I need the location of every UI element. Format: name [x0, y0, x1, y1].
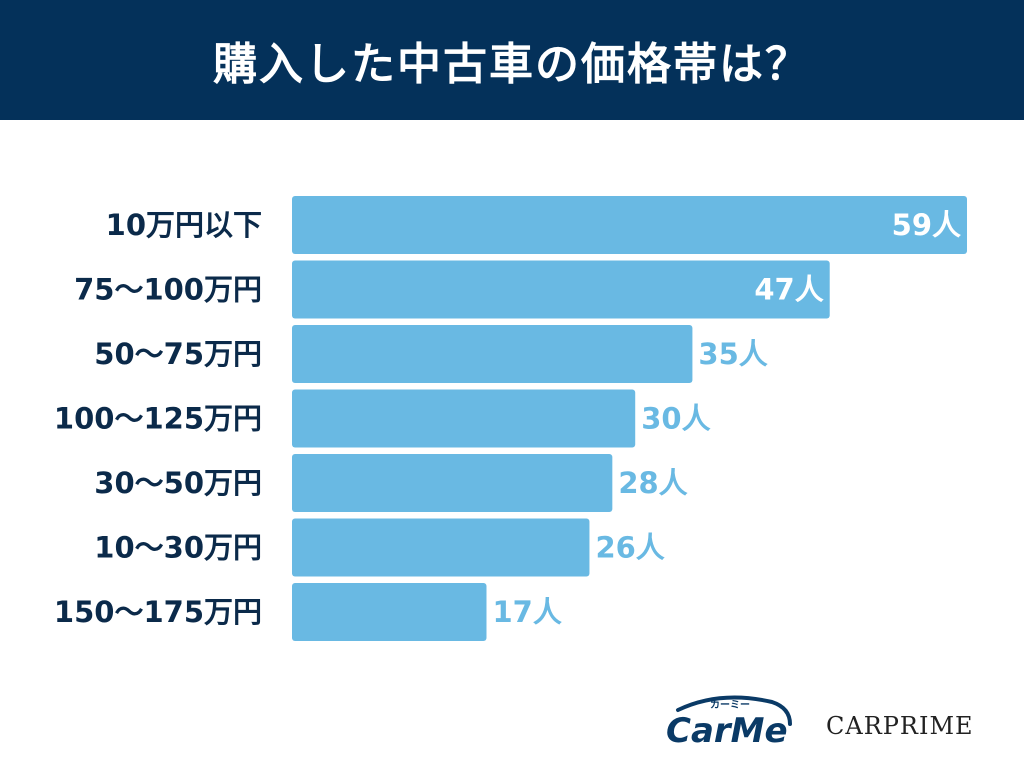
category-label-5: 10〜30万円	[94, 531, 262, 565]
category-label-4: 30〜50万円	[94, 466, 262, 500]
category-label-6: 150〜175万円	[54, 595, 262, 629]
value-label-4: 28人	[618, 466, 687, 500]
chart-title: 購入した中古車の価格帯は？	[213, 39, 811, 90]
category-label-3: 100〜125万円	[54, 402, 262, 436]
value-label-0: 59人	[892, 208, 961, 242]
carme-logo-text: CarMe	[666, 711, 788, 750]
carme-logo-kana: カーミー	[710, 699, 750, 711]
bar-2	[292, 325, 693, 383]
category-label-0: 10万円以下	[106, 208, 262, 242]
carme-logo: カーミー CarMe	[666, 695, 792, 750]
bar-3	[292, 389, 636, 448]
bar-4	[292, 454, 613, 512]
value-label-5: 26人	[595, 531, 664, 565]
bar-1	[292, 260, 830, 319]
value-label-3: 30人	[641, 402, 710, 436]
brand-logos: カーミー CarMe CARPRIME	[660, 690, 1000, 750]
value-label-2: 35人	[698, 337, 767, 371]
chart-header: 購入した中古車の価格帯は？	[0, 0, 1024, 120]
value-label-1: 47人	[754, 273, 823, 307]
category-label-2: 50〜75万円	[94, 337, 262, 371]
bar-0	[292, 196, 967, 254]
carprime-logo: CARPRIME	[826, 712, 974, 740]
bar-5	[292, 518, 590, 577]
category-label-1: 75〜100万円	[74, 273, 262, 307]
value-label-6: 17人	[492, 595, 561, 629]
bar-6	[292, 583, 487, 641]
